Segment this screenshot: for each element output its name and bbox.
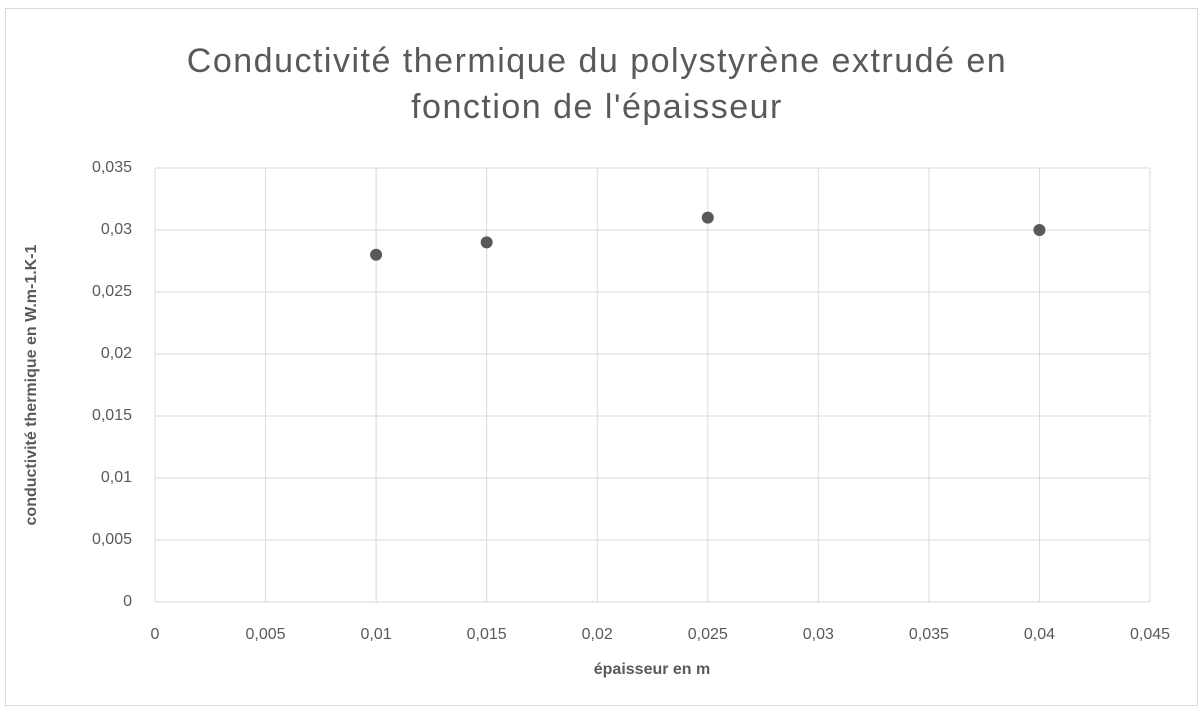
y-tick-label: 0,02	[101, 345, 132, 362]
y-tick-label: 0,035	[92, 159, 132, 176]
x-axis-label: épaisseur en m	[594, 661, 711, 678]
x-tick-label: 0,035	[909, 626, 949, 643]
x-tick-label: 0,045	[1130, 626, 1170, 643]
x-tick-label: 0	[151, 626, 160, 643]
y-tick-label: 0,01	[101, 469, 132, 486]
x-tick-label: 0,03	[803, 626, 834, 643]
x-tick-label: 0,015	[467, 626, 507, 643]
x-tick-label: 0,02	[582, 626, 613, 643]
chart-title: Conductivité thermique du polystyrène ex…	[186, 42, 1008, 126]
chart-border	[5, 8, 1198, 706]
x-tick-label: 0,04	[1024, 626, 1055, 643]
data-point	[480, 236, 493, 249]
data-point	[370, 248, 383, 261]
y-tick-label: 0	[123, 593, 132, 610]
x-tick-label: 0,005	[246, 626, 286, 643]
x-tick-label: 0,01	[361, 626, 392, 643]
y-axis-label: conductivité thermique en W.m-1.K-1	[23, 244, 40, 525]
y-tick-label: 0,03	[101, 221, 132, 238]
y-tick-label: 0,025	[92, 283, 132, 300]
data-point	[1033, 224, 1046, 236]
x-tick-label: 0,025	[688, 626, 728, 643]
y-tick-label: 0,005	[92, 531, 132, 548]
y-tick-label: 0,015	[92, 407, 132, 424]
data-point	[701, 211, 714, 224]
